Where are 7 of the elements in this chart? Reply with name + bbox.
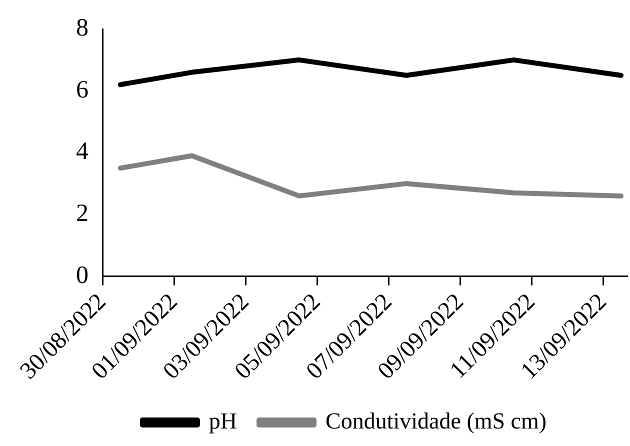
y-tick-label: 0 <box>76 262 88 289</box>
legend-label: Condutividade (mS cm) <box>326 408 547 434</box>
y-tick-label: 8 <box>76 14 88 42</box>
y-tick-label: 2 <box>76 200 88 228</box>
legend-label: pH <box>208 408 238 434</box>
y-tick-label: 6 <box>76 76 88 104</box>
y-tick-label: 4 <box>76 138 89 166</box>
